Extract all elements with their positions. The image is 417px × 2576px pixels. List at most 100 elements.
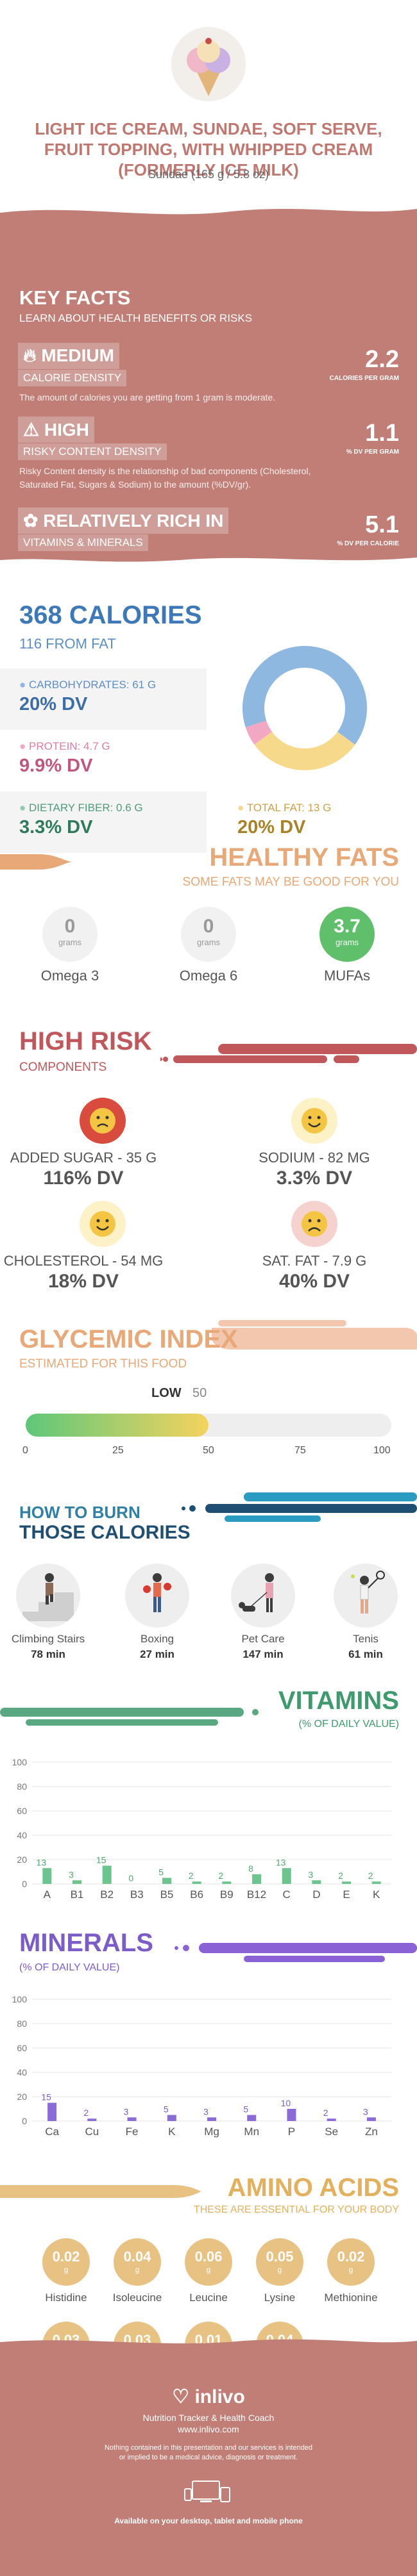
- bar-value-label: 0: [128, 1873, 133, 1883]
- minerals-subtitle: (% OF DAILY VALUE): [19, 1962, 120, 1973]
- climbing-stairs-min: 78 min: [31, 1648, 65, 1660]
- amino-circle-histidine: 0.02 g: [42, 2238, 90, 2286]
- glycemic-decor: [212, 1320, 417, 1350]
- bar-value-label: 8: [248, 1863, 253, 1874]
- burn-title-1: HOW TO BURN: [19, 1503, 140, 1522]
- bar-value-label: 2: [83, 2108, 89, 2118]
- y-tick-label: 80: [17, 2019, 27, 2029]
- calorie-density-unit: CALORIES PER GRAM: [329, 375, 399, 382]
- protein-box: ● PROTEIN: 4.7 g 9.9% DV: [0, 730, 207, 791]
- fats-decor-left: [0, 854, 74, 870]
- bar-value-label: 3: [363, 2106, 368, 2117]
- y-tick-label: 40: [17, 2067, 27, 2077]
- bar-a: [42, 1868, 52, 1884]
- burn-title-2: THOSE CALORIES: [19, 1522, 191, 1543]
- high-risk-title: HIGH RISK: [19, 1027, 152, 1055]
- pet-care-image: [231, 1564, 295, 1628]
- risky-density-desc: Risky Content density is the relationshi…: [19, 466, 311, 490]
- bar-value-label: 2: [218, 1870, 223, 1881]
- donut-slice-carbohydrates: [243, 646, 367, 745]
- tennis-min: 61 min: [348, 1648, 383, 1660]
- bar-b9: [222, 1881, 232, 1884]
- x-tick-label: Mg: [204, 2126, 219, 2138]
- bar-value-label: 10: [281, 2098, 291, 2108]
- protein-label: PROTEIN: 4.7 g: [29, 740, 110, 752]
- climbing-stairs-label: Climbing Stairs: [11, 1633, 85, 1645]
- amino-label-lysine: Lysine: [264, 2291, 296, 2304]
- ice-cream-image: [171, 27, 246, 101]
- total-fat-label: TOTAL FAT: 13 g: [246, 802, 332, 814]
- tennis-label: Tenis: [353, 1633, 379, 1645]
- leaf-icon: ✿: [23, 511, 38, 531]
- food-title: LIGHT ICE CREAM, SUNDAE, SOFT SERVE, FRU…: [35, 119, 382, 179]
- bar-fe: [127, 2117, 137, 2121]
- bar-c: [282, 1868, 291, 1884]
- bar-b6: [192, 1881, 201, 1884]
- sodium-label: SODIUM - 82 mg: [259, 1150, 370, 1166]
- gi-tick-75: 75: [294, 1445, 306, 1456]
- glycemic-track: [26, 1414, 391, 1437]
- header-wave: [0, 209, 417, 223]
- risky-density-value: 1.1: [365, 420, 399, 447]
- added-sugar-label: ADDED SUGAR - 35 g: [10, 1150, 157, 1166]
- x-tick-label: B12: [247, 1888, 266, 1901]
- amino-circle-leucine: 0.06 g: [185, 2238, 232, 2286]
- y-tick-label: 100: [12, 1994, 28, 2004]
- key-facts-subtitle: LEARN ABOUT HEALTH BENEFITS OR RISKS: [19, 312, 253, 324]
- bar-value-label: 13: [276, 1857, 286, 1867]
- x-tick-label: B1: [71, 1888, 84, 1901]
- amino-title: AMINO ACIDS: [227, 2174, 399, 2202]
- bar-b12: [252, 1874, 261, 1884]
- bar-value-label: 2: [368, 1870, 373, 1881]
- x-tick-label: Zn: [365, 2126, 378, 2138]
- vitamins-richness-value: 5.1: [365, 511, 399, 538]
- y-tick-label: 20: [17, 1854, 27, 1865]
- bar-value-label: 5: [243, 2104, 248, 2115]
- fiber-label: DIETARY FIBER: 0.6 g: [29, 802, 143, 814]
- heart-logo-icon: ♡: [172, 2386, 190, 2407]
- mufas-label: MUFAs: [323, 968, 371, 984]
- cholesterol-face-icon: [80, 1201, 126, 1247]
- amino-label-methionine: Methionine: [324, 2291, 378, 2304]
- bar-b5: [162, 1878, 171, 1884]
- gi-tick-25: 25: [112, 1445, 124, 1456]
- bar-value-label: 3: [124, 2106, 129, 2117]
- bar-value-label: 3: [308, 1869, 313, 1879]
- calories-from-fat: 116 FROM FAT: [19, 636, 116, 652]
- amino-circle-isoleucine: 0.04 g: [114, 2238, 161, 2286]
- footer-available: Available on your desktop, tablet and mo…: [114, 2516, 303, 2525]
- bar-zn: [366, 2117, 376, 2121]
- omega3-circle: 0 grams: [42, 907, 98, 962]
- vitamins-richness-unit: % DV PER CALORIE: [337, 540, 399, 547]
- amino-decor: [0, 2185, 202, 2198]
- x-tick-label: B3: [130, 1888, 144, 1901]
- calorie-donut-chart: [243, 646, 367, 770]
- omega6-circle: 0 grams: [181, 907, 236, 962]
- bar-e: [342, 1881, 351, 1884]
- boxing-label: Boxing: [140, 1633, 174, 1645]
- bar-value-label: 15: [41, 2092, 51, 2102]
- glycemic-title: GLYCEMIC INDEX: [19, 1325, 238, 1353]
- omega6-label: Omega 6: [179, 968, 238, 984]
- risk-decor: [160, 1044, 417, 1063]
- y-tick-label: 60: [17, 1806, 27, 1816]
- footer-url[interactable]: www.inlivo.com: [178, 2424, 239, 2434]
- sodium-face-icon: [291, 1098, 337, 1144]
- y-tick-label: 0: [22, 1879, 27, 1889]
- glycemic-fill: [26, 1414, 208, 1437]
- bar-value-label: 3: [203, 2106, 208, 2117]
- vitamins-subtitle: (% OF DAILY VALUE): [298, 1719, 399, 1730]
- carbohydrates-box: ● CARBOHYDRATES: 61 g 20% DV: [0, 668, 207, 730]
- y-tick-label: 0: [22, 2116, 27, 2126]
- risky-density-unit: % DV PER GRAM: [346, 449, 399, 456]
- bar-value-label: 5: [164, 2104, 169, 2115]
- glycemic-value: 50: [192, 1386, 207, 1400]
- vitamins-richness-level: ✿ RELATIVELY RICH IN: [18, 508, 229, 534]
- bar-mg: [207, 2117, 216, 2121]
- healthy-fats-title: HEALTHY FATS: [209, 843, 399, 871]
- x-tick-label: K: [373, 1888, 380, 1901]
- climbing-stairs-image: [16, 1564, 80, 1628]
- y-tick-label: 100: [12, 1757, 28, 1767]
- bar-b1: [72, 1880, 81, 1884]
- vitamins-richness-label: VITAMINS & MINERALS: [18, 534, 148, 551]
